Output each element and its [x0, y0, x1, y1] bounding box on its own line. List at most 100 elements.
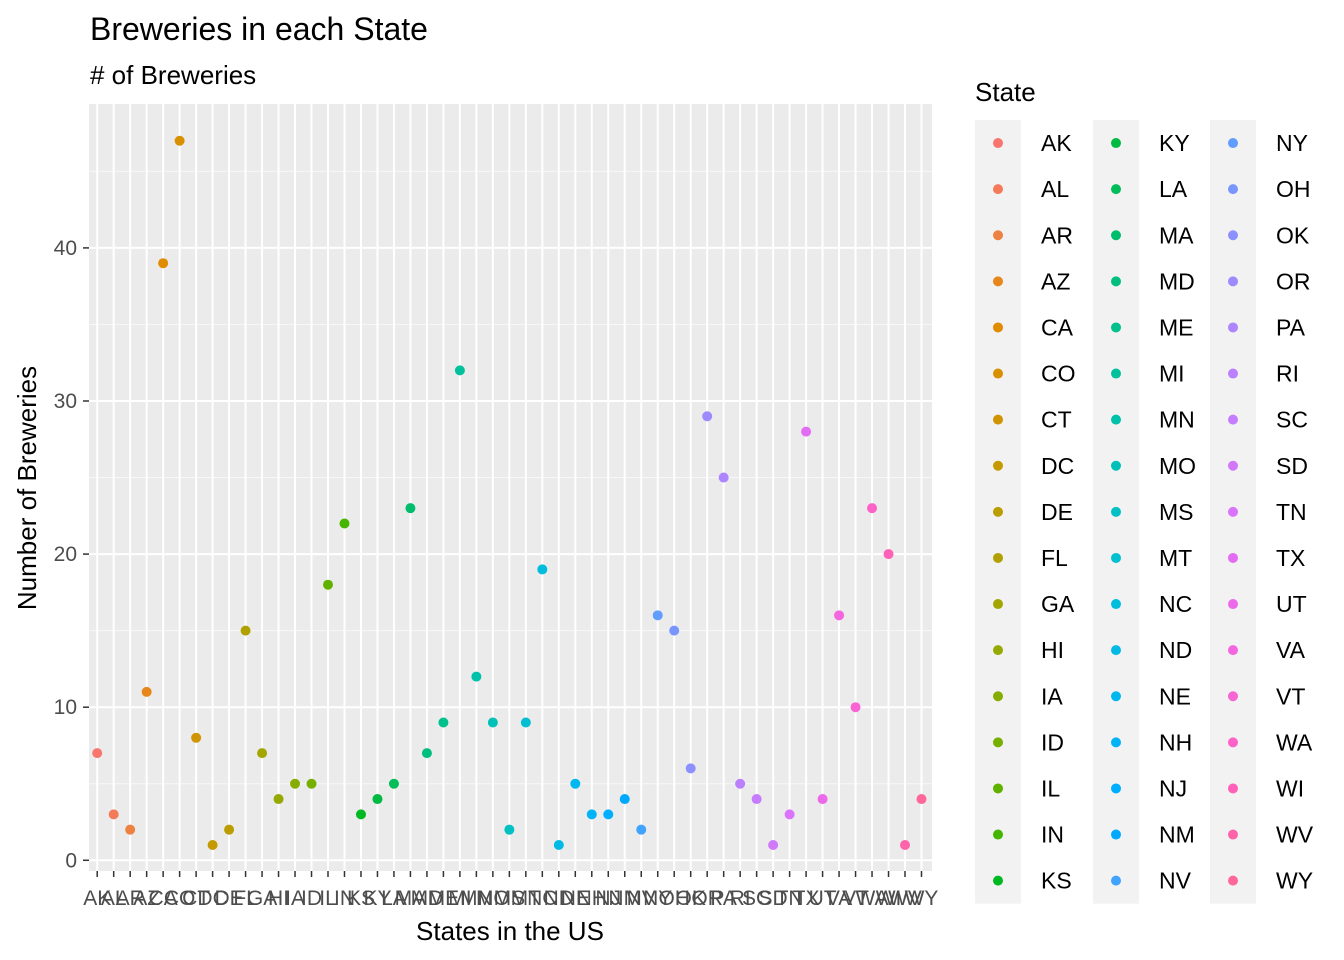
legend-key-mn [1111, 414, 1121, 425]
legend-label-ma: MA [1159, 222, 1194, 248]
data-point-ny [652, 610, 663, 621]
legend-key-ar [993, 230, 1003, 241]
legend-key-wy [1228, 875, 1238, 886]
x-tick-label: AK [83, 887, 111, 910]
x-tick-label: MS [494, 887, 526, 910]
x-tick-label: HI [268, 887, 289, 910]
legend-label-wv: WV [1276, 822, 1314, 848]
x-tick-label: NM [608, 887, 641, 910]
data-point-ut [817, 794, 828, 805]
x-tick-label: WV [888, 887, 922, 910]
legend-key-sc [1228, 414, 1238, 425]
y-tick-label: 0 [65, 849, 77, 872]
data-point-ct [191, 732, 202, 743]
x-tick-label: RI [730, 887, 751, 910]
data-point-me [438, 717, 449, 728]
legend-label-fl: FL [1041, 545, 1068, 571]
data-point-ca [158, 258, 169, 269]
x-tick-label: MA [395, 887, 427, 910]
x-tick-label: VT [842, 887, 869, 910]
legend-key-ia [993, 691, 1003, 702]
data-point-az [141, 686, 152, 697]
legend-key-nc [1111, 599, 1121, 610]
legend-key-hi [993, 645, 1003, 656]
x-tick-label: TX [793, 887, 820, 910]
x-tick-label: MT [511, 887, 541, 910]
y-tick-label: 40 [54, 237, 77, 260]
legend-label-wa: WA [1276, 729, 1313, 755]
legend-key-ca [993, 322, 1003, 333]
x-tick-label: GA [247, 887, 277, 910]
legend-key-or [1228, 276, 1238, 287]
x-tick-label: NY [643, 887, 672, 910]
legend-label-ok: OK [1276, 222, 1310, 248]
legend-key-la [1111, 184, 1121, 195]
y-axis: 0 10 20 30 40 [54, 237, 89, 872]
chart-subtitle: # of Breweries [90, 60, 256, 90]
x-tick-label: NV [627, 887, 656, 910]
legend-label-pa: PA [1276, 314, 1306, 340]
legend: AK AL AR AZ CA CO CT DC DE FL GA HI IA ID IL IN KS KY LA MA… [975, 120, 1314, 904]
legend-key-tn [1228, 506, 1238, 517]
legend-key-nj [1111, 783, 1121, 794]
x-tick-label: SD [759, 887, 788, 910]
legend-key-md [1111, 276, 1121, 287]
data-point-wi [883, 549, 894, 560]
legend-key-ky [1111, 138, 1121, 149]
legend-label-ca: CA [1041, 314, 1074, 340]
x-tick-label: KS [347, 887, 375, 910]
legend-label-ne: NE [1159, 683, 1191, 709]
x-tick-label: NC [527, 887, 557, 910]
x-tick-label: SC [742, 887, 771, 910]
data-point-ky [372, 794, 383, 805]
data-point-ms [504, 824, 515, 835]
legend-key-ny [1228, 138, 1238, 149]
data-point-nm [619, 794, 630, 805]
x-tick-label: VA [826, 887, 852, 910]
legend-label-ms: MS [1159, 499, 1194, 525]
legend-key-vt [1228, 691, 1238, 702]
x-tick-label: AR [116, 887, 145, 910]
legend-label-nd: ND [1159, 637, 1192, 663]
legend-key-mo [1111, 460, 1121, 471]
legend-label-ar: AR [1041, 222, 1073, 248]
legend-label-ga: GA [1041, 591, 1075, 617]
x-tick-label: LA [381, 887, 407, 910]
legend-key-wv [1228, 829, 1238, 840]
legend-key-nd [1111, 645, 1121, 656]
legend-label-nj: NJ [1159, 775, 1187, 801]
data-point-mo [487, 717, 498, 728]
legend-key-nh [1111, 737, 1121, 748]
legend-key-mt [1111, 552, 1121, 563]
legend-label-mi: MI [1159, 361, 1185, 387]
x-tick-label: ND [544, 887, 574, 910]
legend-key-wa [1228, 737, 1238, 748]
data-point-sc [751, 794, 762, 805]
data-point-ok [685, 763, 696, 774]
data-point-co [174, 135, 185, 146]
legend-key-dc [993, 460, 1003, 471]
legend-key-in [993, 829, 1003, 840]
y-tick-label: 10 [54, 696, 77, 719]
data-point-wa [867, 503, 878, 514]
x-tick-label: OK [676, 887, 706, 910]
legend-label-tx: TX [1276, 545, 1305, 571]
legend-key-tx [1228, 552, 1238, 563]
legend-label-vt: VT [1276, 683, 1305, 709]
legend-label-hi: HI [1041, 637, 1064, 663]
x-tick-label: MI [448, 887, 471, 910]
legend-label-mn: MN [1159, 407, 1195, 433]
legend-label-ct: CT [1041, 407, 1072, 433]
legend-key-nm [1111, 829, 1121, 840]
legend-key-id [993, 737, 1003, 748]
legend-key-az [993, 276, 1003, 287]
data-point-ia [290, 778, 301, 789]
x-tick-label: DE [214, 887, 243, 910]
data-point-nh [586, 809, 597, 820]
legend-key-ct [993, 414, 1003, 425]
x-tick-label: CA [149, 887, 178, 910]
legend-label-mo: MO [1159, 453, 1196, 479]
legend-label-sd: SD [1276, 453, 1308, 479]
legend-key-ne [1111, 691, 1121, 702]
